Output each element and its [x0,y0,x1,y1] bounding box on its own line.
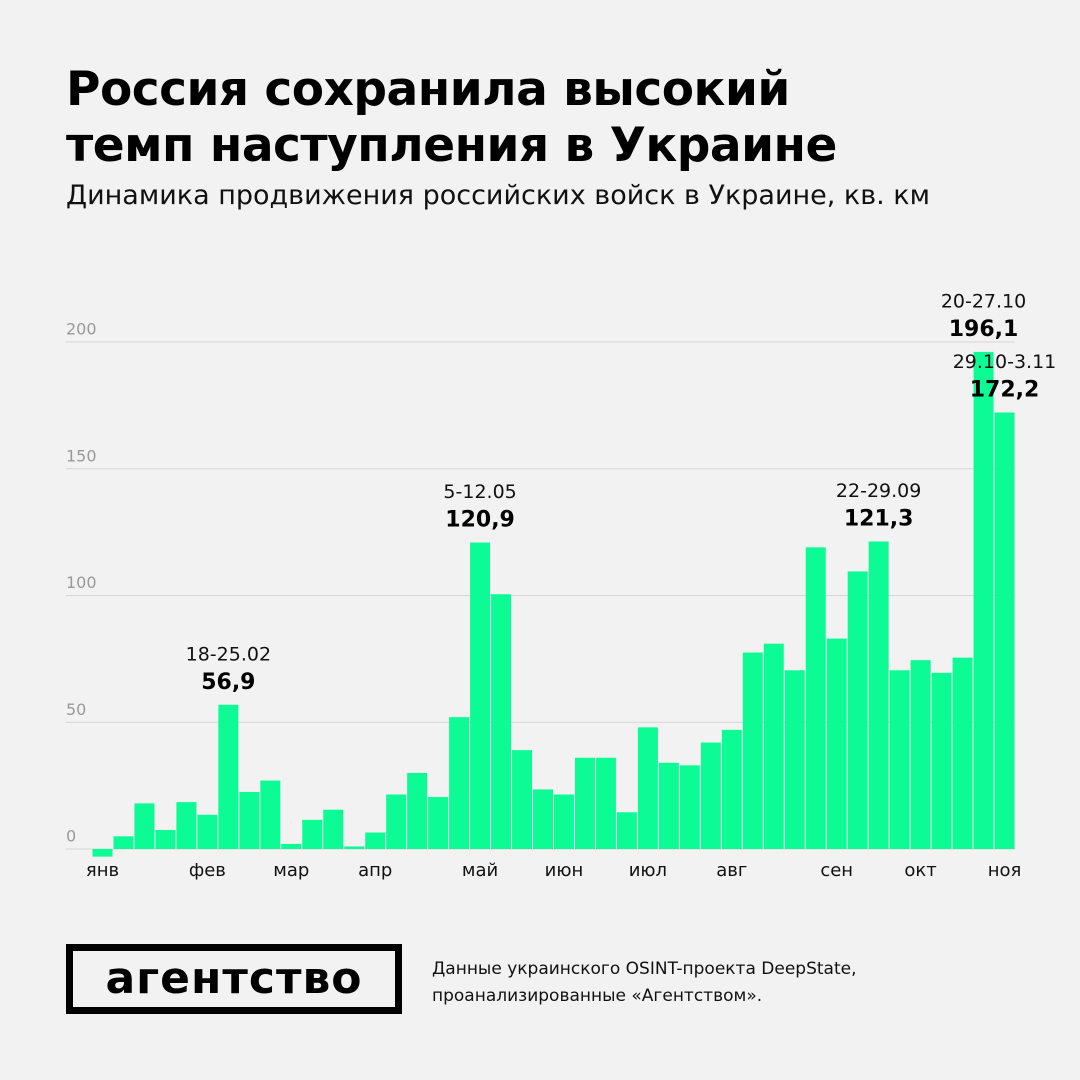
y-tick-label: 100 [66,573,97,592]
value-label: 121,3 [844,507,914,532]
bar [260,780,281,849]
bar [805,547,826,849]
bar [952,657,973,849]
period-label: 22-29.09 [836,480,921,502]
bar [92,849,113,857]
x-tick-label: окт [904,860,936,881]
bar [386,794,407,849]
bar [491,594,512,849]
bar [721,729,742,849]
bar [470,542,491,849]
bar [637,727,658,849]
bar [323,809,344,849]
value-label: 172,2 [970,377,1040,402]
bar [428,797,449,849]
y-tick-label: 150 [66,446,97,465]
y-tick-label: 200 [66,320,97,339]
value-label: 56,9 [201,670,255,695]
bar [616,812,637,849]
period-label: 18-25.02 [186,643,271,665]
bar [365,832,386,849]
bar [763,643,784,849]
bar [239,791,260,849]
bar [868,541,889,849]
x-tick-label: сен [820,860,853,881]
value-label: 120,9 [445,508,515,533]
bar [679,765,700,849]
bar [931,672,952,849]
bar [847,571,868,849]
bar [889,670,910,849]
bar [281,843,302,849]
bar [155,829,176,849]
bar [784,670,805,849]
x-tick-label: авг [716,860,747,881]
x-tick-label: янв [86,860,119,881]
source-note: Данные украинского OSINT-проекта DeepSta… [432,956,857,1010]
bar [554,794,574,849]
bar [595,757,616,849]
source-line: Данные украинского OSINT-проекта DeepSta… [432,959,857,979]
period-label: 29.10-3.11 [953,351,1057,373]
y-tick-label: 0 [66,827,76,846]
bar [574,757,595,849]
bar [826,638,847,849]
period-label: 5-12.05 [443,481,516,503]
x-tick-label: мар [273,860,309,881]
value-label: 196,1 [949,317,1019,342]
bar [134,803,155,849]
bar [994,412,1015,849]
bar [512,750,533,849]
bar [197,814,218,849]
period-label: 20-27.10 [941,290,1026,312]
bar [344,846,365,849]
bar [218,704,239,849]
bar [449,717,470,849]
chart-title: Россия сохранила высокий темп наступлени… [66,62,837,173]
logo: агентство [66,944,402,1014]
x-tick-label: фев [189,860,226,881]
bar [113,836,134,849]
bar [973,351,994,849]
chart-subtitle: Динамика продвижения российских войск в … [66,180,930,211]
x-tick-label: май [462,860,498,881]
x-tick-label: апр [358,860,392,881]
bar [700,742,721,849]
bar [533,789,553,849]
y-tick-label: 50 [66,700,86,719]
bar [658,762,679,849]
bar [302,819,323,849]
bar [742,652,763,849]
source-line: проанализированные «Агентством». [432,986,763,1006]
bar [176,802,197,849]
bar [407,772,428,849]
x-tick-label: ноя [988,860,1022,881]
bar [910,660,931,849]
x-tick-label: июл [629,860,667,881]
x-tick-label: июн [545,860,584,881]
